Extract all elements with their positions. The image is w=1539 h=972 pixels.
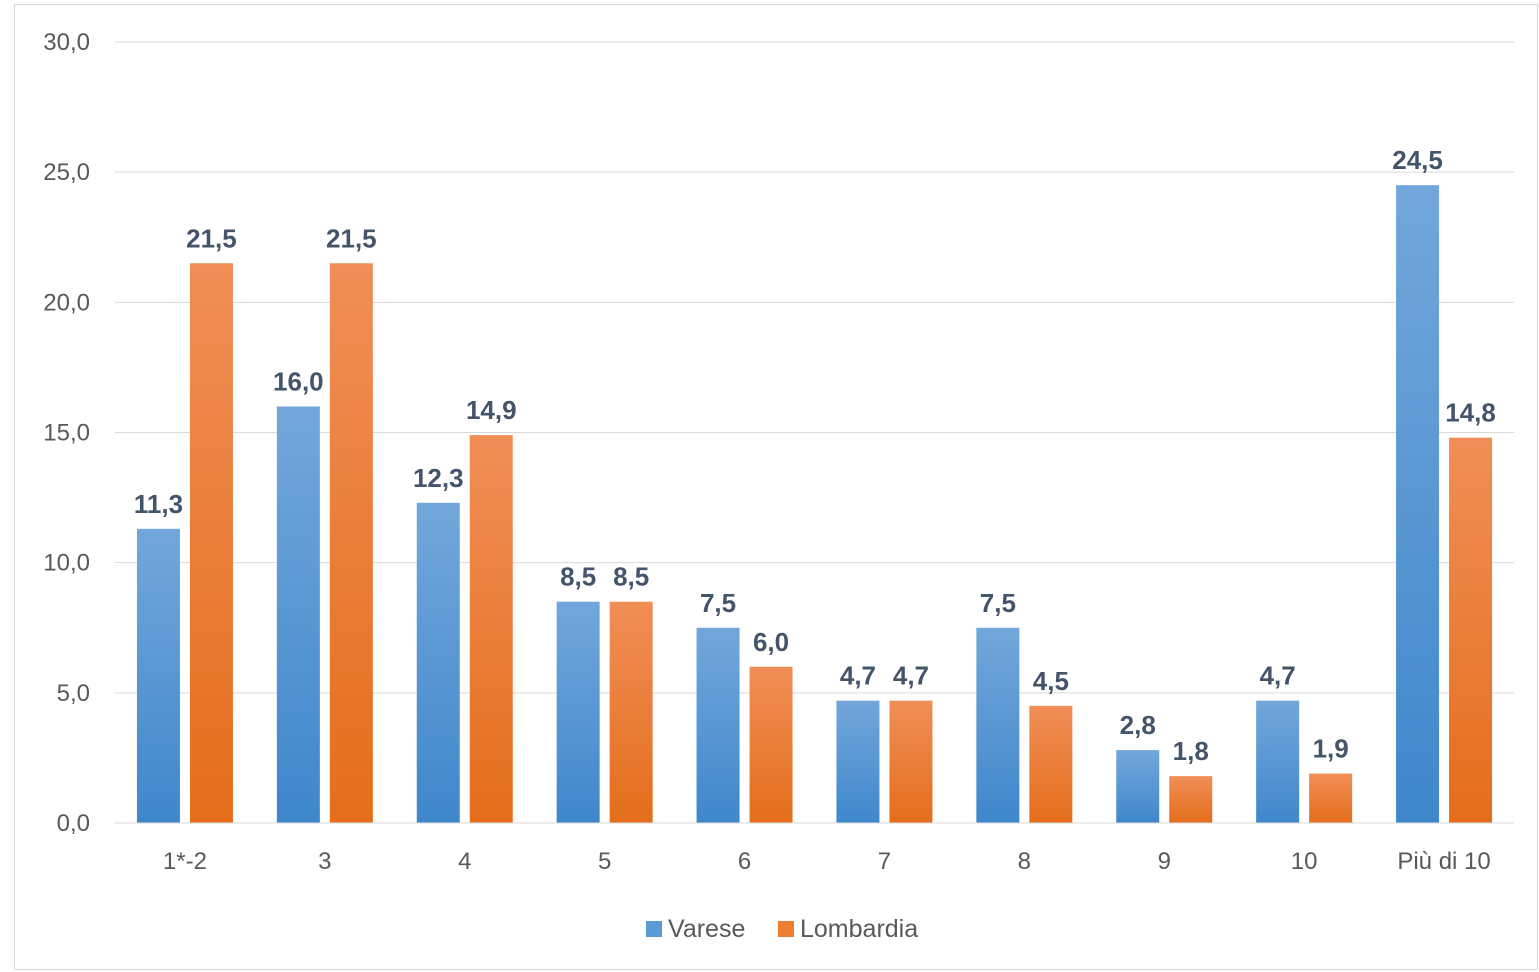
- bar-lombardia: [609, 601, 653, 823]
- data-labels: 11,3 21,5 16,0 21,5 12,3 14,9 8,5 8,5 7,5 6,0 4,7 4…: [134, 145, 1496, 766]
- data-label: 8,5: [613, 562, 649, 592]
- bar-lombardia: [189, 263, 233, 823]
- bar-lombardia: [749, 666, 793, 823]
- bar-lombardia: [1029, 705, 1073, 823]
- data-label: 21,5: [186, 223, 237, 253]
- bar-lombardia: [889, 700, 933, 823]
- y-tick-label: 15,0: [43, 420, 90, 447]
- bars: [136, 185, 1493, 823]
- y-tick-label: 25,0: [43, 159, 90, 186]
- y-tick-label: 20,0: [43, 289, 90, 316]
- x-tick-label: 7: [878, 848, 891, 875]
- x-tick-label: 10: [1291, 848, 1318, 875]
- x-tick-label: 9: [1158, 848, 1171, 875]
- x-tick-label: 1*-2: [163, 848, 207, 875]
- bar-varese: [1116, 750, 1160, 823]
- data-label: 1,8: [1173, 736, 1209, 766]
- data-label: 6,0: [753, 627, 789, 657]
- y-tick-label: 5,0: [57, 680, 90, 707]
- bar-varese: [696, 627, 740, 823]
- legend: Varese Lombardia: [646, 915, 918, 943]
- bar-lombardia: [1169, 776, 1213, 823]
- data-label: 14,8: [1445, 398, 1496, 428]
- data-label: 24,5: [1392, 145, 1443, 175]
- data-label: 14,9: [466, 395, 517, 425]
- legend-swatch-lombardia: [778, 921, 794, 937]
- data-label: 4,5: [1033, 666, 1069, 696]
- legend-label: Varese: [668, 915, 745, 943]
- data-label: 8,5: [560, 562, 596, 592]
- y-axis: 0,0 5,0 10,0 15,0 20,0 25,0 30,0: [43, 29, 90, 837]
- y-tick-label: 0,0: [57, 810, 90, 837]
- x-tick-label: 4: [458, 848, 471, 875]
- x-tick-label: 3: [318, 848, 331, 875]
- y-tick-label: 10,0: [43, 550, 90, 577]
- data-label: 21,5: [326, 223, 377, 253]
- x-tick-label: Più di 10: [1397, 848, 1490, 875]
- bar-varese: [556, 601, 600, 823]
- x-axis: 1*-2 3 4 5 6 7 8 9 10 Più di 10: [115, 822, 1514, 875]
- bar-lombardia: [329, 263, 373, 823]
- bar-varese: [276, 406, 320, 823]
- data-label: 12,3: [413, 463, 464, 493]
- x-tick-label: 5: [598, 848, 611, 875]
- bar-lombardia: [1309, 773, 1353, 823]
- data-label: 7,5: [700, 588, 736, 618]
- data-label: 11,3: [134, 489, 183, 519]
- data-label: 4,7: [840, 661, 876, 691]
- data-label: 2,8: [1120, 710, 1156, 740]
- x-tick-label: 6: [738, 848, 751, 875]
- gridlines: [115, 41, 1514, 824]
- data-label: 7,5: [980, 588, 1016, 618]
- y-tick-label: 30,0: [43, 29, 90, 56]
- bar-varese: [836, 700, 880, 823]
- x-tick-label: 8: [1018, 848, 1031, 875]
- bar-varese: [1256, 700, 1300, 823]
- data-label: 4,7: [1260, 661, 1296, 691]
- data-label: 16,0: [273, 366, 324, 396]
- bar-varese: [136, 528, 180, 823]
- data-label: 1,9: [1313, 734, 1349, 764]
- bar-lombardia: [469, 435, 513, 823]
- bar-lombardia: [1449, 437, 1493, 823]
- legend-label: Lombardia: [800, 915, 918, 943]
- data-label: 4,7: [893, 661, 929, 691]
- legend-swatch-varese: [646, 921, 662, 937]
- bar-varese: [416, 502, 460, 823]
- bar-varese: [976, 627, 1020, 823]
- bar-varese: [1396, 185, 1440, 823]
